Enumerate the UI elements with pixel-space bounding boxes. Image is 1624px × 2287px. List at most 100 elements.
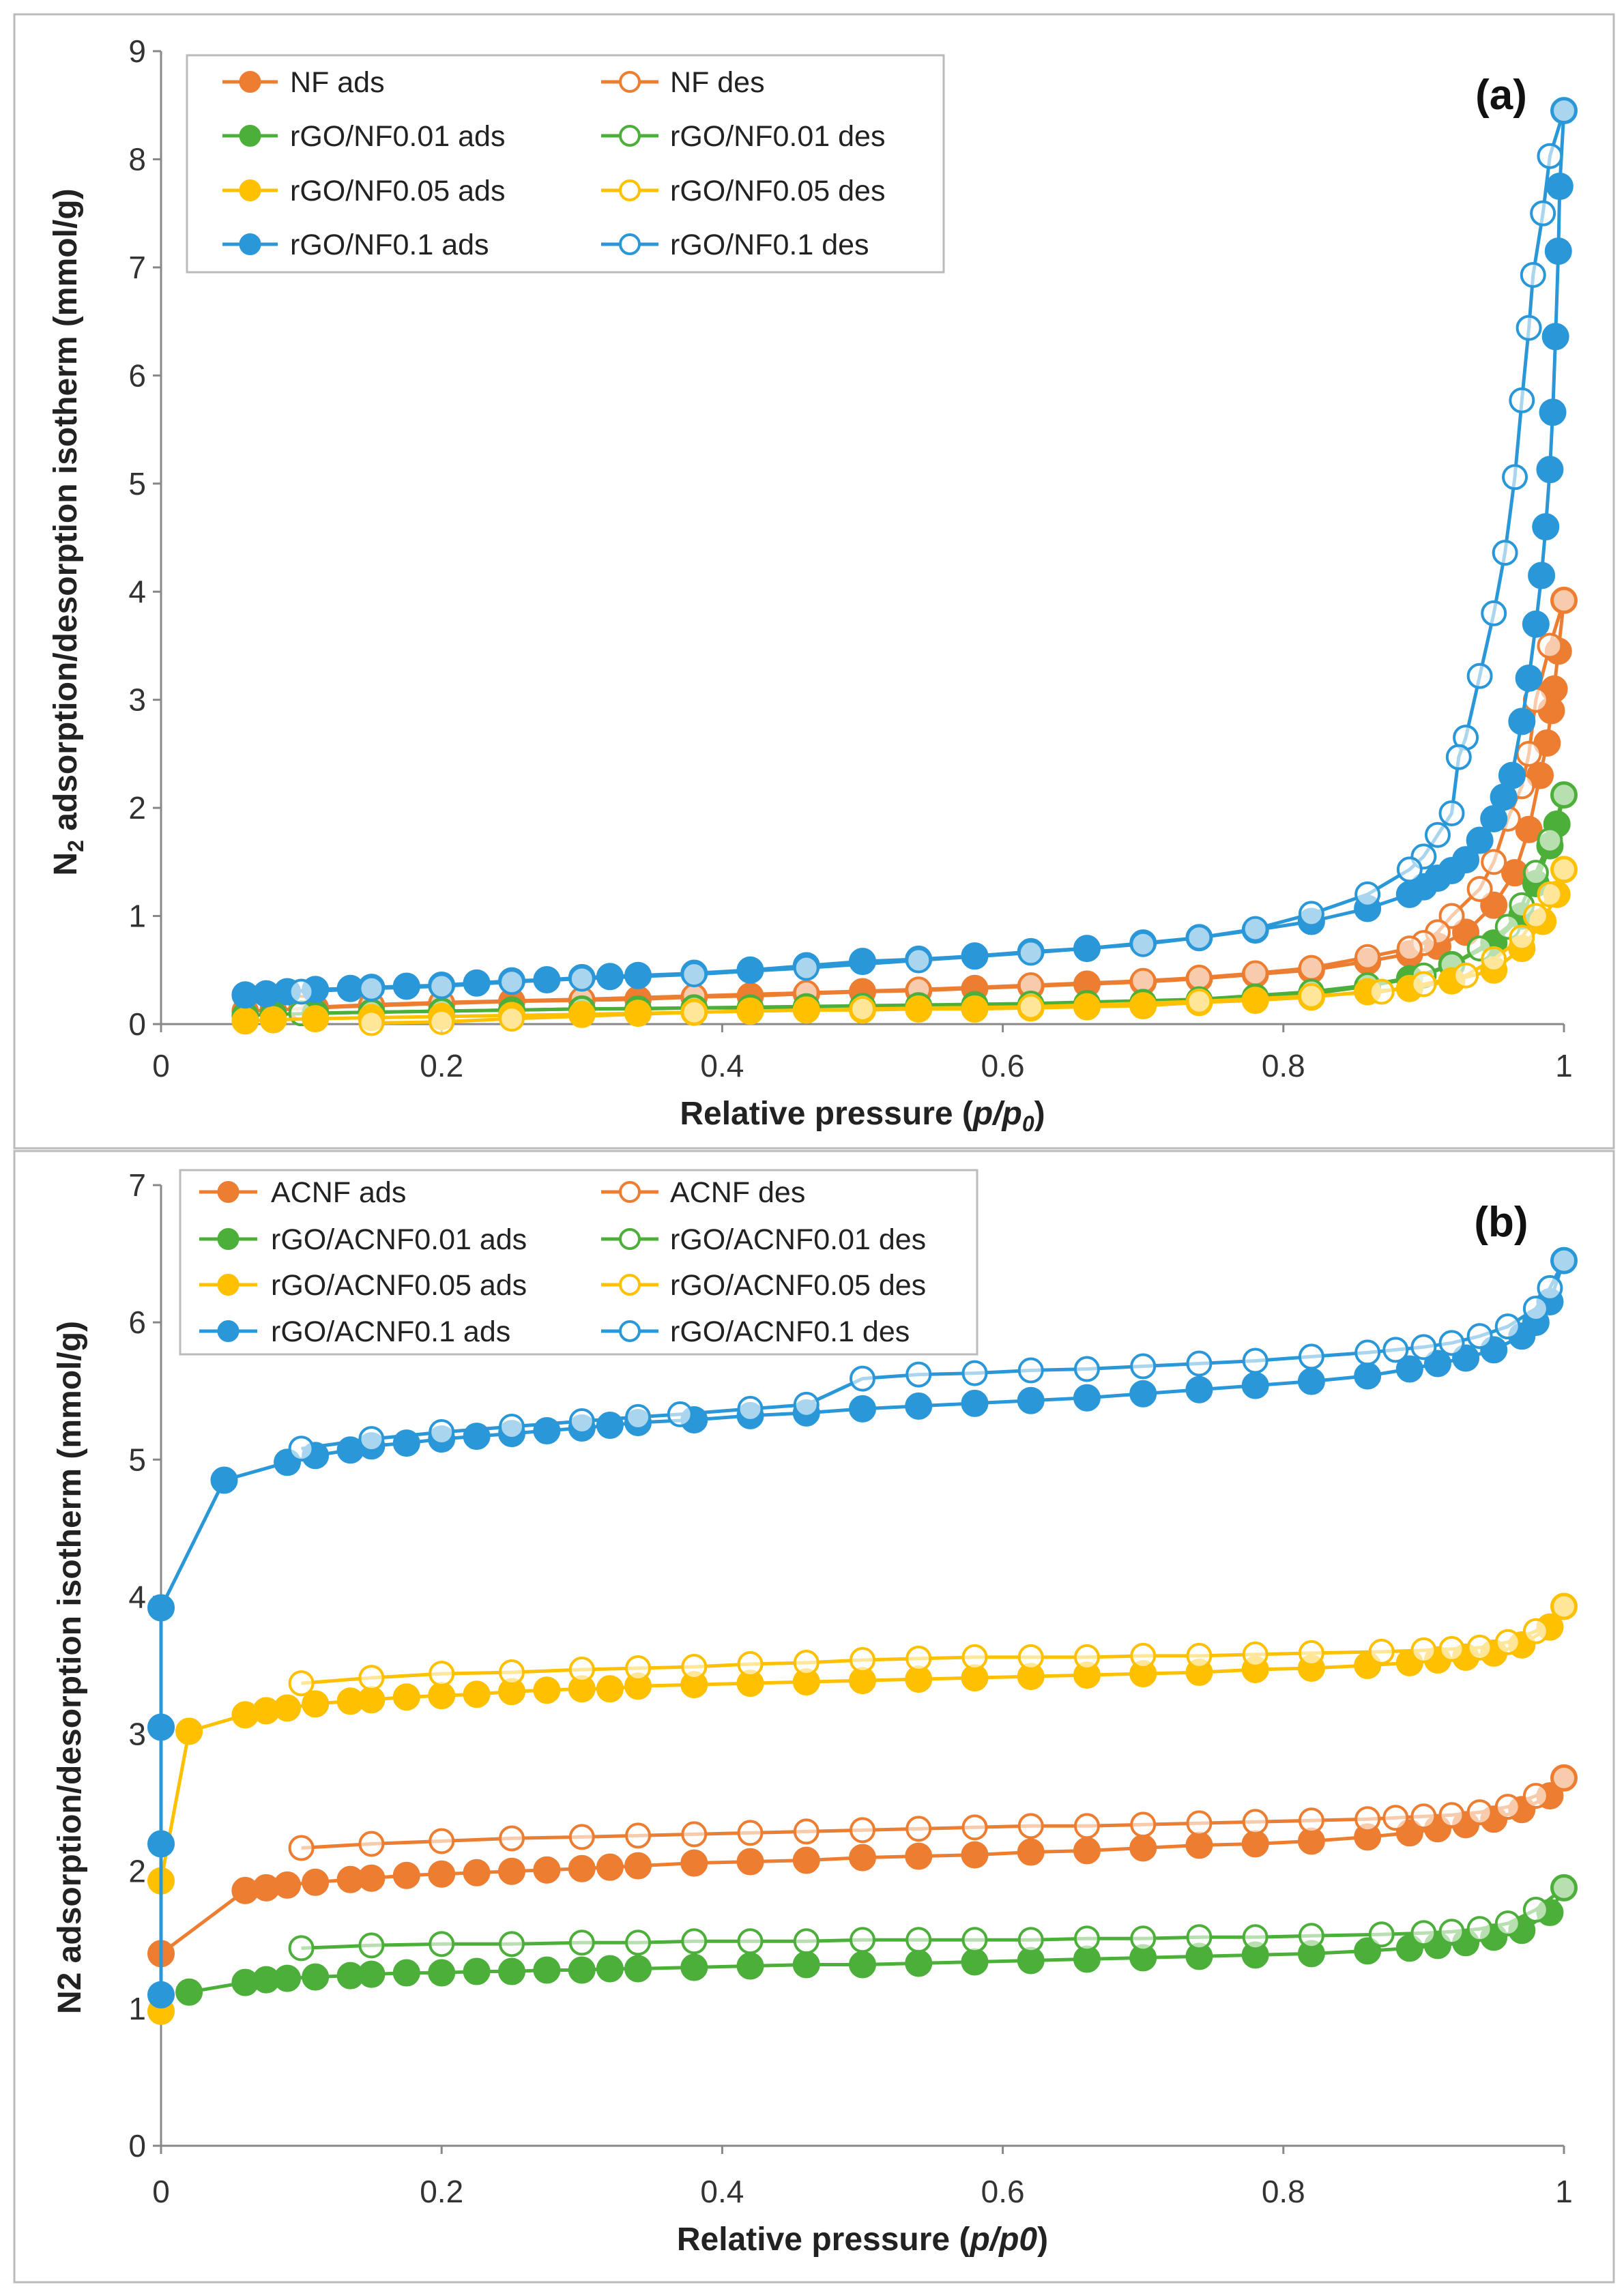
data-point-des bbox=[1382, 1337, 1409, 1363]
data-point-des bbox=[1186, 1924, 1213, 1951]
legend-marker-filled bbox=[217, 1320, 240, 1342]
data-point-des bbox=[1551, 587, 1577, 613]
data-point-des bbox=[1453, 962, 1479, 989]
data-point-des bbox=[358, 1665, 385, 1691]
data-point-des bbox=[1522, 1783, 1549, 1809]
data-point-des bbox=[1073, 1356, 1100, 1382]
y-axis-label: N2 adsorption/desorption isotherm (mmol/… bbox=[48, 188, 88, 875]
data-point-des bbox=[1298, 901, 1324, 927]
data-point-des bbox=[681, 999, 708, 1025]
data-point-ads bbox=[147, 1594, 175, 1622]
data-point-ads bbox=[175, 1717, 203, 1745]
data-point-des bbox=[1466, 1799, 1493, 1826]
data-point-ads bbox=[1546, 173, 1574, 201]
data-point-des bbox=[1186, 1810, 1213, 1837]
data-point-des bbox=[288, 1436, 315, 1462]
data-point-des bbox=[358, 1932, 385, 1959]
data-point-des bbox=[1522, 1897, 1549, 1923]
chart-panel-a: 0 1 2 3 4 5 6 7 8 9 0 0.2 0.4 0.6 0.8 1 Relative pressur… bbox=[13, 13, 1615, 1150]
data-point-des bbox=[568, 1408, 595, 1434]
data-point-ads bbox=[1129, 1380, 1157, 1408]
legend-item: rGO/ACNF0.1 ads bbox=[199, 1315, 510, 1348]
data-point-des bbox=[1522, 860, 1549, 886]
data-point-des bbox=[1017, 939, 1044, 966]
data-point-des bbox=[1522, 1296, 1549, 1322]
data-point-ads bbox=[463, 1680, 491, 1708]
legend-item: rGO/NF0.01 ads bbox=[222, 120, 505, 153]
data-point-des bbox=[1298, 955, 1324, 981]
y-tick-label: 5 bbox=[128, 1442, 146, 1477]
x-axis-label: Relative pressure (p/p0) bbox=[677, 2222, 1048, 2258]
x-tick-label: 1 bbox=[1555, 1048, 1573, 1083]
legend-label: rGO/NF0.1 ads bbox=[290, 229, 489, 261]
data-point-ads bbox=[147, 1981, 175, 2009]
data-point-des bbox=[1537, 143, 1563, 169]
data-point-ads bbox=[1129, 992, 1157, 1020]
data-point-des bbox=[681, 961, 708, 988]
data-point-des bbox=[850, 1365, 875, 1392]
legend-item: rGO/NF0.05 des bbox=[601, 175, 885, 207]
data-point-ads bbox=[358, 1864, 386, 1892]
data-point-des bbox=[961, 1360, 988, 1386]
data-point-des bbox=[850, 995, 875, 1022]
legend-item: rGO/NF0.1 ads bbox=[222, 229, 489, 261]
x-axis-label-text: Relative pressure ( bbox=[680, 1096, 973, 1132]
y-tick-label: 0 bbox=[128, 2128, 146, 2164]
legend-box bbox=[186, 54, 945, 274]
data-point-ads bbox=[428, 1860, 456, 1888]
data-point-des bbox=[1516, 315, 1542, 341]
data-point-des bbox=[358, 1010, 385, 1036]
data-point-ads bbox=[905, 1392, 933, 1420]
data-point-des bbox=[1410, 1334, 1437, 1360]
series-acnf-des bbox=[288, 1764, 1577, 1861]
legend-item: NF des bbox=[601, 66, 765, 99]
data-point-des bbox=[1537, 1274, 1563, 1301]
data-point-ads bbox=[792, 1846, 820, 1874]
data-point-ads bbox=[849, 1395, 876, 1423]
data-point-des bbox=[1354, 944, 1381, 970]
data-point-ads bbox=[463, 1957, 491, 1985]
data-point-des bbox=[667, 1401, 693, 1427]
data-point-des bbox=[1242, 960, 1268, 987]
data-point-des bbox=[1354, 1339, 1381, 1366]
y-axis-label-sub: 2 bbox=[63, 840, 88, 852]
data-point-des bbox=[1298, 1807, 1324, 1834]
data-point-des bbox=[1130, 931, 1157, 957]
data-point-des bbox=[1445, 744, 1472, 770]
y-tick-label: 6 bbox=[128, 358, 146, 393]
legend-label: rGO/ACNF0.05 ads bbox=[271, 1269, 527, 1302]
data-point-des bbox=[1438, 1635, 1465, 1662]
data-point-des bbox=[793, 1391, 820, 1418]
data-point-des bbox=[1368, 1638, 1395, 1665]
data-point-ads bbox=[231, 1007, 259, 1035]
y-tick-label: 1 bbox=[128, 1991, 146, 2026]
x-axis-label-sub: 0 bbox=[1022, 1111, 1034, 1136]
legend-item: ACNF des bbox=[601, 1176, 805, 1209]
data-point-des bbox=[1522, 1618, 1549, 1644]
data-point-des bbox=[961, 1927, 988, 1953]
y-axis-label-text: N bbox=[48, 852, 84, 876]
data-point-ads bbox=[1498, 761, 1526, 789]
data-point-ads bbox=[1515, 664, 1543, 692]
series-acnf-ads bbox=[147, 1764, 1578, 1968]
data-point-ads bbox=[392, 1959, 420, 1987]
legend-marker-filled bbox=[217, 1181, 240, 1203]
data-point-des bbox=[625, 1655, 652, 1682]
y-axis-label-text: N2 adsorption/desorption isotherm (mmol/… bbox=[52, 1321, 88, 2014]
data-point-des bbox=[1537, 632, 1563, 659]
data-point-des bbox=[1466, 1916, 1493, 1942]
x-tick-label: 0.8 bbox=[1262, 1048, 1305, 1083]
legend-marker-filled bbox=[239, 179, 261, 201]
data-point-des bbox=[1520, 261, 1546, 288]
data-point-des bbox=[850, 1817, 875, 1844]
data-point-ads bbox=[1073, 1837, 1101, 1865]
data-point-ads bbox=[680, 1953, 708, 1981]
data-point-des bbox=[793, 1649, 820, 1676]
y-tick-label: 5 bbox=[128, 466, 146, 501]
data-point-ads bbox=[302, 1963, 330, 1991]
y-tick-label: 4 bbox=[128, 1579, 146, 1614]
data-point-ads bbox=[1528, 562, 1556, 589]
panel-label: (a) bbox=[1475, 72, 1527, 119]
x-axis-label-text: Relative pressure ( bbox=[677, 2222, 970, 2258]
data-point-ads bbox=[1466, 826, 1494, 854]
